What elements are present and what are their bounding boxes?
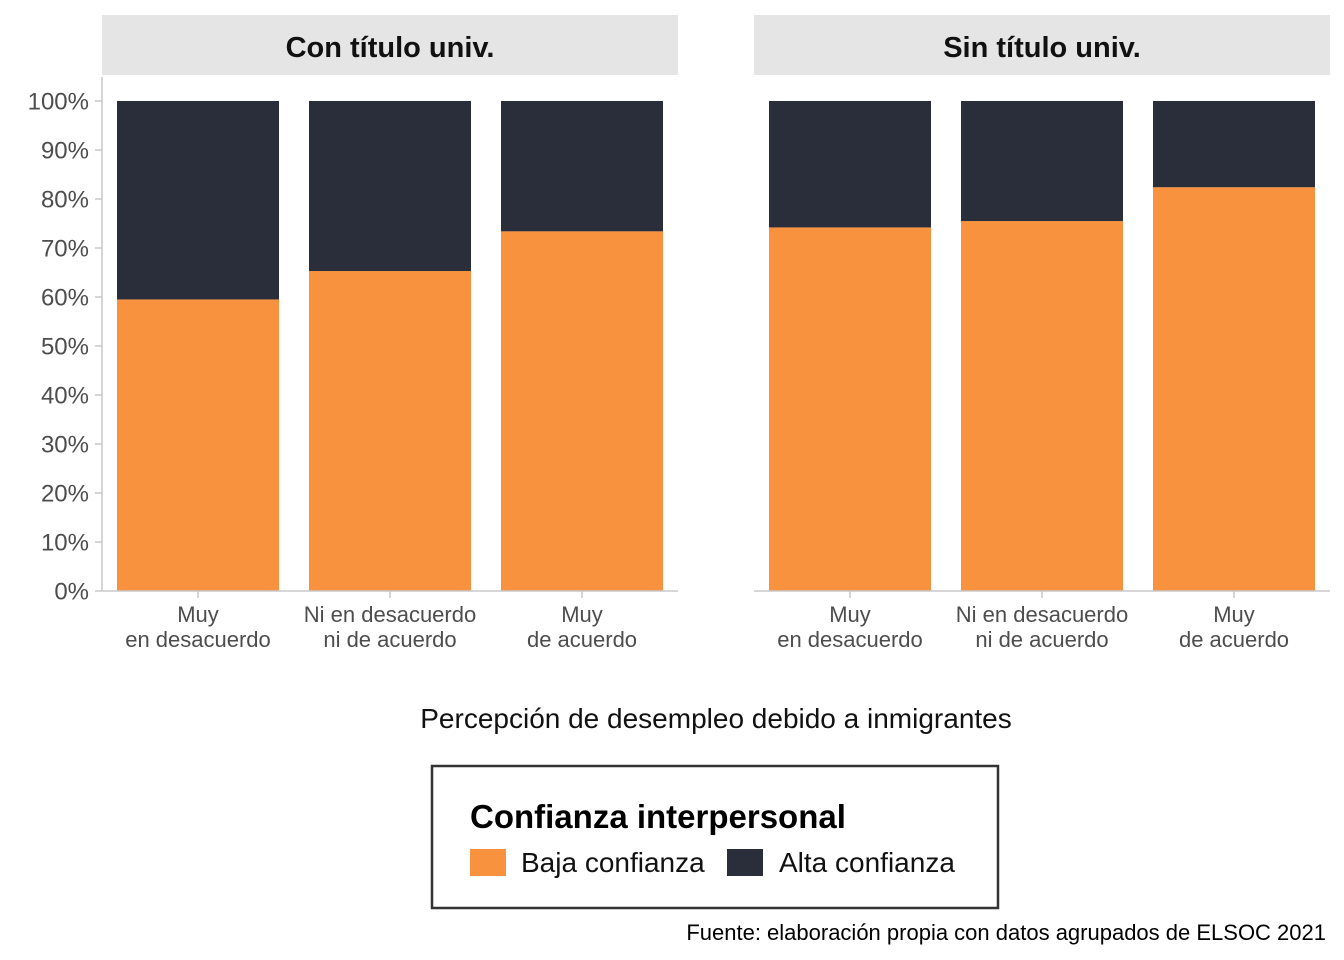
x-tick-label: Ni en desacuerdo: [956, 602, 1128, 627]
y-tick-label: 10%: [41, 530, 89, 557]
y-tick-label: 0%: [54, 579, 89, 606]
x-tick-label: Muy: [1213, 602, 1255, 627]
y-tick-label: 40%: [41, 383, 89, 410]
x-tick-label: en desacuerdo: [777, 627, 923, 652]
facet-strip: [754, 15, 1330, 75]
x-tick-label: ni de acuerdo: [975, 627, 1108, 652]
x-tick-label: Muy: [561, 602, 603, 627]
bar-alta-confianza: [1153, 101, 1315, 188]
bar-baja-confianza: [961, 221, 1123, 592]
legend-label-baja-confianza: Baja confianza: [521, 847, 705, 878]
x-tick-label: ni de acuerdo: [323, 627, 456, 652]
facet-strips: Con título univ. Sin título univ.: [102, 15, 1330, 75]
legend: Confianza interpersonal Baja confianza A…: [430, 764, 1000, 910]
bar-alta-confianza: [309, 101, 471, 272]
y-tick-label: 90%: [41, 138, 89, 165]
facet-strip-label: Sin título univ.: [943, 32, 1141, 64]
y-tick-label: 50%: [41, 334, 89, 361]
y-tick-label: 100%: [28, 89, 89, 116]
legend-title: Confianza interpersonal: [470, 798, 846, 835]
facet-strip: [102, 15, 678, 75]
bar-baja-confianza: [501, 231, 663, 591]
facet-strip-label: Con título univ.: [286, 32, 495, 64]
y-tick-label: 60%: [41, 285, 89, 312]
y-tick-label: 80%: [41, 187, 89, 214]
x-tick-label: de acuerdo: [527, 627, 637, 652]
y-tick-label: 30%: [41, 432, 89, 459]
bar-baja-confianza: [769, 227, 931, 592]
legend-box: [430, 764, 1000, 910]
x-axis-title: Percepción de desempleo debido a inmigra…: [420, 703, 1012, 734]
legend-key-baja-confianza: [470, 849, 506, 876]
legend-key-alta-confianza: [727, 849, 763, 876]
x-tick-label: de acuerdo: [1179, 627, 1289, 652]
x-tick-label: Muy: [829, 602, 871, 627]
bar-alta-confianza: [117, 101, 279, 300]
bar-alta-confianza: [501, 101, 663, 232]
bar-baja-confianza: [309, 271, 471, 591]
bar-alta-confianza: [769, 101, 931, 228]
bar-baja-confianza: [117, 299, 279, 591]
chart-caption: Fuente: elaboración propia con datos agr…: [686, 920, 1326, 945]
bar-baja-confianza: [1153, 187, 1315, 592]
legend-label-alta-confianza: Alta confianza: [779, 847, 955, 878]
bars: [117, 101, 1315, 592]
x-tick-label: en desacuerdo: [125, 627, 271, 652]
x-tick-label: Ni en desacuerdo: [304, 602, 476, 627]
y-tick-label: 70%: [41, 236, 89, 263]
y-axis: 0% 10% 20% 30% 40% 50% 60% 70% 80% 90% 100%: [28, 77, 103, 606]
bar-alta-confianza: [961, 101, 1123, 222]
y-tick-label: 20%: [41, 481, 89, 508]
x-tick-label: Muy: [177, 602, 219, 627]
